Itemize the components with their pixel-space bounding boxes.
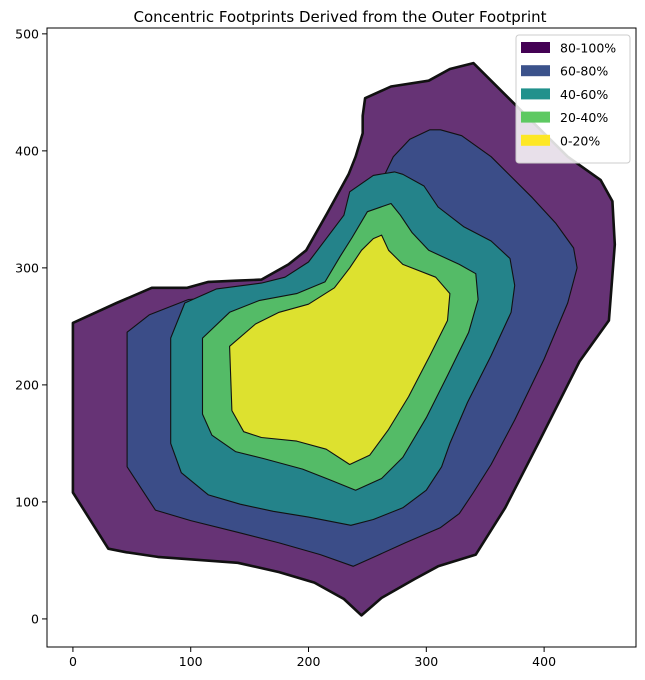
footprint-band-0-20 [229, 234, 451, 466]
x-tick-label: 400 [532, 654, 556, 669]
axes-frame [46, 27, 637, 648]
legend-label: 60-80% [560, 64, 608, 79]
chart-title: Concentric Footprints Derived from the O… [133, 8, 546, 26]
legend-label: 20-40% [560, 110, 608, 125]
legend-swatch [521, 88, 550, 100]
plot-area [71, 61, 617, 617]
x-tick-label: 200 [297, 654, 321, 669]
legend-label: 40-60% [560, 87, 608, 102]
y-tick-label: 100 [15, 494, 39, 509]
y-tick-label: 400 [15, 143, 39, 158]
axes: 0 100 200 300 400 0 100 200 300 400 500 [15, 26, 637, 669]
legend-swatch [521, 65, 550, 77]
legend-swatch [521, 134, 550, 146]
y-tick-label: 300 [15, 260, 39, 275]
legend-label: 0-20% [560, 133, 600, 148]
legend-swatch [521, 42, 550, 53]
y-tick-label: 200 [15, 377, 39, 392]
x-tick-label: 100 [179, 654, 203, 669]
x-tick-label: 0 [69, 654, 77, 669]
legend: 80-100% 60-80% 40-60% 20-40% 0-20% [515, 34, 631, 164]
y-tick-label: 500 [15, 26, 39, 41]
x-tick-label: 300 [414, 654, 438, 669]
legend-label: 80-100% [560, 41, 616, 56]
y-tick-label: 0 [31, 611, 39, 626]
legend-swatch [521, 111, 550, 123]
